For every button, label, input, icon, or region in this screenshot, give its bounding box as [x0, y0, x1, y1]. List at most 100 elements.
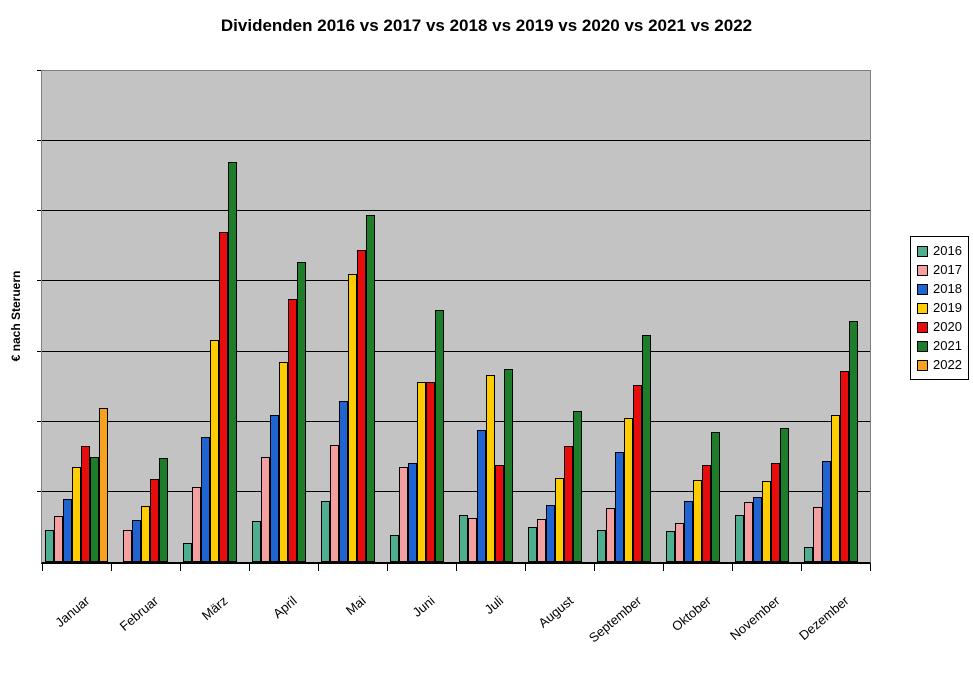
bar-group-märz	[180, 71, 249, 562]
bar-2019-juni	[417, 382, 426, 562]
bar-2021-juli	[504, 369, 513, 562]
bar-slot	[159, 71, 168, 562]
x-axis-tick	[180, 564, 181, 571]
bar-2021-februar	[159, 458, 168, 562]
legend-label: 2016	[933, 243, 962, 258]
bar-slot	[459, 71, 468, 562]
x-axis-tick	[525, 564, 526, 571]
bar-2017-dezember	[813, 506, 822, 562]
bar-slot	[54, 71, 63, 562]
bar-slot	[858, 71, 867, 562]
bar-slot	[720, 71, 729, 562]
bar-2018-mai	[339, 400, 348, 562]
bar-slot	[564, 71, 573, 562]
bar-slot	[99, 71, 108, 562]
bar-2019-september	[624, 417, 633, 562]
x-axis-label-oktober: Oktober	[668, 593, 714, 635]
bar-slot	[513, 71, 522, 562]
bar-slot	[771, 71, 780, 562]
bar-2021-august	[573, 410, 582, 562]
x-axis-label-dezember: Dezember	[796, 593, 852, 644]
bar-slot	[693, 71, 702, 562]
legend-swatch-2016	[917, 245, 928, 257]
bar-2020-januar	[81, 446, 90, 562]
bar-slot	[123, 71, 132, 562]
bar-slot	[435, 71, 444, 562]
bar-2019-juli	[486, 375, 495, 562]
bar-2020-märz	[219, 232, 228, 562]
x-axis-label-november: November	[727, 593, 783, 644]
bar-2018-juli	[477, 430, 486, 562]
x-axis-label-juli: Juli	[482, 593, 507, 618]
bar-slot	[408, 71, 417, 562]
bar-slot	[90, 71, 99, 562]
bar-2019-november	[762, 481, 771, 562]
bar-slot	[573, 71, 582, 562]
bar-slot	[831, 71, 840, 562]
y-axis-tick	[37, 280, 41, 282]
bar-2018-dezember	[822, 461, 831, 562]
bar-2017-november	[744, 502, 753, 562]
bar-slot	[666, 71, 675, 562]
bar-group-dezember	[801, 71, 870, 562]
bar-2022-januar	[99, 407, 108, 562]
bar-group-oktober	[663, 71, 732, 562]
bar-2020-november	[771, 463, 780, 562]
bar-2019-mai	[348, 274, 357, 562]
y-axis-tick	[37, 140, 41, 142]
legend-item-2022: 2022	[917, 357, 962, 373]
bar-2021-oktober	[711, 432, 720, 562]
legend-item-2021: 2021	[917, 338, 962, 354]
x-axis-label-juni: Juni	[409, 593, 438, 620]
bar-slot	[477, 71, 486, 562]
legend-item-2016: 2016	[917, 243, 962, 259]
bar-slot	[219, 71, 228, 562]
bar-2018-oktober	[684, 500, 693, 562]
bar-2017-juni	[399, 467, 408, 562]
bar-slot	[390, 71, 399, 562]
x-axis-tick	[387, 564, 388, 571]
bar-2020-april	[288, 298, 297, 562]
bar-slot	[297, 71, 306, 562]
bar-2020-juli	[495, 465, 504, 562]
bar-slot	[375, 71, 384, 562]
bar-slot	[702, 71, 711, 562]
bar-group-september	[594, 71, 663, 562]
bar-2018-märz	[201, 437, 210, 562]
x-axis-tick	[42, 564, 43, 571]
bar-slot	[72, 71, 81, 562]
bar-2016-juli	[459, 515, 468, 562]
bar-slot	[849, 71, 858, 562]
bar-2016-januar	[45, 530, 54, 562]
chart-title: Dividenden 2016 vs 2017 vs 2018 vs 2019 …	[220, 16, 753, 35]
bar-2020-juni	[426, 382, 435, 562]
x-axis-tick	[801, 564, 802, 571]
bar-slot	[597, 71, 606, 562]
bar-slot	[417, 71, 426, 562]
bar-2021-januar	[90, 456, 99, 562]
bar-slot	[744, 71, 753, 562]
x-axis-tick	[318, 564, 319, 571]
legend-item-2019: 2019	[917, 300, 962, 316]
bar-2018-januar	[63, 498, 72, 562]
bar-2021-juni	[435, 309, 444, 562]
bar-slot	[348, 71, 357, 562]
x-axis-label-mai: Mai	[342, 593, 369, 618]
x-axis-label-april: April	[270, 593, 300, 622]
bar-group-februar	[111, 71, 180, 562]
legend-label: 2020	[933, 319, 962, 334]
bar-group-mai	[318, 71, 387, 562]
bar-slot	[237, 71, 246, 562]
bar-2017-oktober	[675, 523, 684, 562]
bar-2020-august	[564, 445, 573, 562]
bar-2016-märz	[183, 543, 192, 562]
bar-2019-august	[555, 477, 564, 562]
x-axis-label-märz: März	[198, 593, 231, 624]
legend-label: 2022	[933, 357, 962, 372]
bar-slot	[735, 71, 744, 562]
bar-slot	[606, 71, 615, 562]
bar-slot	[279, 71, 288, 562]
y-axis-tick	[37, 420, 41, 422]
bar-2019-april	[279, 362, 288, 562]
bar-2017-april	[261, 456, 270, 562]
